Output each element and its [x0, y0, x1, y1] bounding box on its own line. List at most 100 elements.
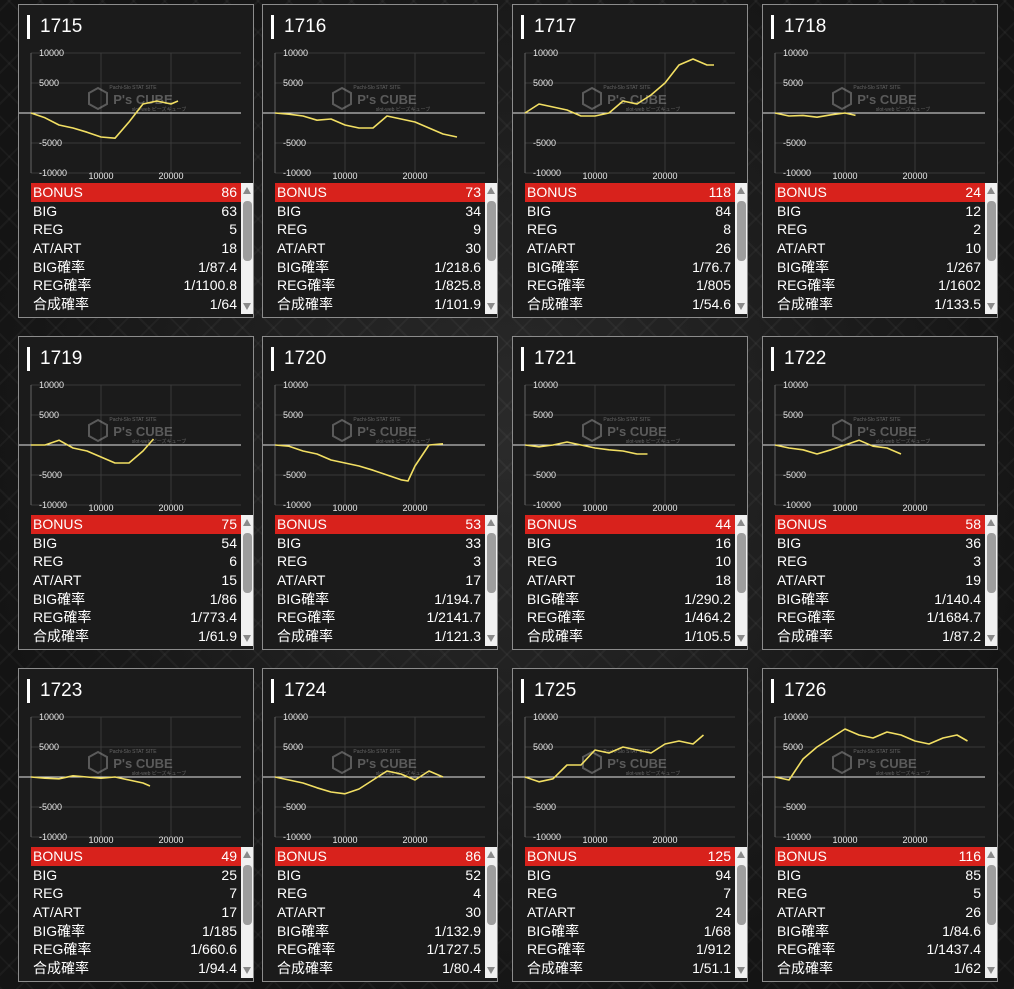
arrow-up-icon[interactable]: [243, 187, 251, 194]
arrow-up-icon[interactable]: [737, 851, 745, 858]
arrow-up-icon[interactable]: [487, 187, 495, 194]
scrollbar-thumb[interactable]: [243, 865, 252, 925]
arrow-down-icon[interactable]: [737, 635, 745, 642]
scrollbar-thumb[interactable]: [243, 201, 252, 261]
arrow-up-icon[interactable]: [243, 851, 251, 858]
arrow-up-icon[interactable]: [987, 851, 995, 858]
stat-value: 1/2141.7: [426, 609, 482, 626]
machine-number[interactable]: 1716: [271, 15, 326, 39]
scrollbar-thumb[interactable]: [737, 865, 746, 925]
arrow-up-icon[interactable]: [987, 187, 995, 194]
arrow-down-icon[interactable]: [243, 303, 251, 310]
stats-scrollbar[interactable]: [485, 183, 497, 314]
scrollbar-thumb[interactable]: [987, 201, 996, 261]
stats-scrollbar[interactable]: [985, 515, 997, 646]
scrollbar-thumb[interactable]: [487, 201, 496, 261]
machine-number[interactable]: 1722: [771, 347, 826, 371]
machine-card[interactable]: 1718 10000 5000 -5000 -10000 10000 20000 Pachi-…: [762, 4, 998, 318]
stats-scrollbar[interactable]: [735, 847, 747, 978]
x-tick-label: 20000: [402, 503, 427, 513]
stats-scrollbar[interactable]: [735, 183, 747, 314]
machine-number[interactable]: 1720: [271, 347, 326, 371]
machine-card[interactable]: 1720 10000 5000 -5000 -10000 10000 20000 Pachi-…: [262, 336, 498, 650]
scrollbar-thumb[interactable]: [243, 533, 252, 593]
stat-value: 16: [715, 534, 731, 551]
stat-value: 1/805: [695, 277, 731, 294]
arrow-up-icon[interactable]: [487, 519, 495, 526]
stat-label: 合成確率: [277, 296, 333, 313]
arrow-down-icon[interactable]: [243, 967, 251, 974]
stats-table: BONUS 86 BIG 63 REG 5 AT/ART 18 BIG確率 1/87.4 REG確率…: [31, 183, 241, 314]
machine-number[interactable]: 1719: [27, 347, 82, 371]
arrow-down-icon[interactable]: [487, 635, 495, 642]
watermark-main: P's CUBE: [607, 424, 667, 439]
stats-scrollbar[interactable]: [241, 515, 253, 646]
stat-label: REG: [527, 553, 558, 570]
stat-value: 24: [715, 904, 731, 921]
arrow-up-icon[interactable]: [737, 187, 745, 194]
scrollbar-thumb[interactable]: [987, 533, 996, 593]
stat-value: 1/660.6: [190, 941, 237, 958]
stats-scrollbar[interactable]: [485, 515, 497, 646]
stats-scrollbar[interactable]: [241, 847, 253, 978]
machine-number[interactable]: 1724: [271, 679, 326, 703]
x-tick-label: 10000: [832, 171, 857, 181]
stat-value: 1/94.4: [198, 960, 237, 977]
stats-scrollbar[interactable]: [985, 847, 997, 978]
arrow-down-icon[interactable]: [737, 967, 745, 974]
arrow-down-icon[interactable]: [487, 303, 495, 310]
arrow-down-icon[interactable]: [487, 967, 495, 974]
scrollbar-thumb[interactable]: [737, 533, 746, 593]
stat-row-big-rate: BIG確率 1/218.6: [275, 258, 485, 277]
scrollbar-thumb[interactable]: [487, 865, 496, 925]
machine-card[interactable]: 1716 10000 5000 -5000 -10000 10000 20000 Pachi-…: [262, 4, 498, 318]
stats-scrollbar[interactable]: [985, 183, 997, 314]
machine-card[interactable]: 1726 10000 5000 -5000 -10000 10000 20000 Pachi-…: [762, 668, 998, 982]
machine-number[interactable]: 1723: [27, 679, 82, 703]
arrow-down-icon[interactable]: [987, 303, 995, 310]
scrollbar-thumb[interactable]: [987, 865, 996, 925]
stat-value: 1/773.4: [190, 609, 237, 626]
machine-card[interactable]: 1722 10000 5000 -5000 -10000 10000 20000 Pachi-…: [762, 336, 998, 650]
watermark-sub: slot-web ピーズキューブ: [626, 438, 680, 445]
arrow-up-icon[interactable]: [487, 851, 495, 858]
machine-card[interactable]: 1715 10000 5000 -5000 -10000 10000 20000 Pachi-…: [18, 4, 254, 318]
machine-number[interactable]: 1721: [521, 347, 576, 371]
arrow-up-icon[interactable]: [243, 519, 251, 526]
machine-number[interactable]: 1715: [27, 15, 82, 39]
machine-card[interactable]: 1719 10000 5000 -5000 -10000 10000 20000 Pachi-…: [18, 336, 254, 650]
stat-label: 合成確率: [527, 296, 583, 313]
stat-value: 1/84.6: [942, 922, 981, 939]
arrow-up-icon[interactable]: [987, 519, 995, 526]
scrollbar-thumb[interactable]: [737, 201, 746, 261]
machine-number[interactable]: 1725: [521, 679, 576, 703]
stat-row-big: BIG 85: [775, 866, 985, 885]
machine-card[interactable]: 1717 10000 5000 -5000 -10000 10000 20000 Pachi-…: [512, 4, 748, 318]
y-tick-label: -10000: [283, 168, 311, 178]
stat-row-combined-rate: 合成確率 1/61.9: [31, 627, 241, 646]
arrow-down-icon[interactable]: [243, 635, 251, 642]
machine-card[interactable]: 1725 10000 5000 -5000 -10000 10000 20000 Pachi-…: [512, 668, 748, 982]
stat-value: 86: [465, 848, 481, 864]
stats-scrollbar[interactable]: [735, 515, 747, 646]
stats-scrollbar[interactable]: [485, 847, 497, 978]
stat-value: 1/62: [953, 960, 981, 977]
machine-card[interactable]: 1724 10000 5000 -5000 -10000 10000 20000 Pachi-…: [262, 668, 498, 982]
arrow-down-icon[interactable]: [987, 635, 995, 642]
machine-number[interactable]: 1718: [771, 15, 826, 39]
arrow-down-icon[interactable]: [737, 303, 745, 310]
stat-row-reg-rate: REG確率 1/773.4: [31, 608, 241, 627]
arrow-down-icon[interactable]: [987, 967, 995, 974]
stats-scrollbar[interactable]: [241, 183, 253, 314]
machine-card[interactable]: 1721 10000 5000 -5000 -10000 10000 20000 Pachi-…: [512, 336, 748, 650]
machine-number[interactable]: 1726: [771, 679, 826, 703]
stat-row-combined-rate: 合成確率 1/94.4: [31, 959, 241, 978]
machine-card[interactable]: 1723 10000 5000 -5000 -10000 10000 20000 Pachi-…: [18, 668, 254, 982]
scrollbar-thumb[interactable]: [487, 533, 496, 593]
arrow-up-icon[interactable]: [737, 519, 745, 526]
machine-number[interactable]: 1717: [521, 15, 576, 39]
stat-row-big-rate: BIG確率 1/76.7: [525, 258, 735, 277]
watermark-sub: slot-web ピーズキューブ: [132, 770, 186, 777]
stat-value: 1/185: [201, 922, 237, 939]
